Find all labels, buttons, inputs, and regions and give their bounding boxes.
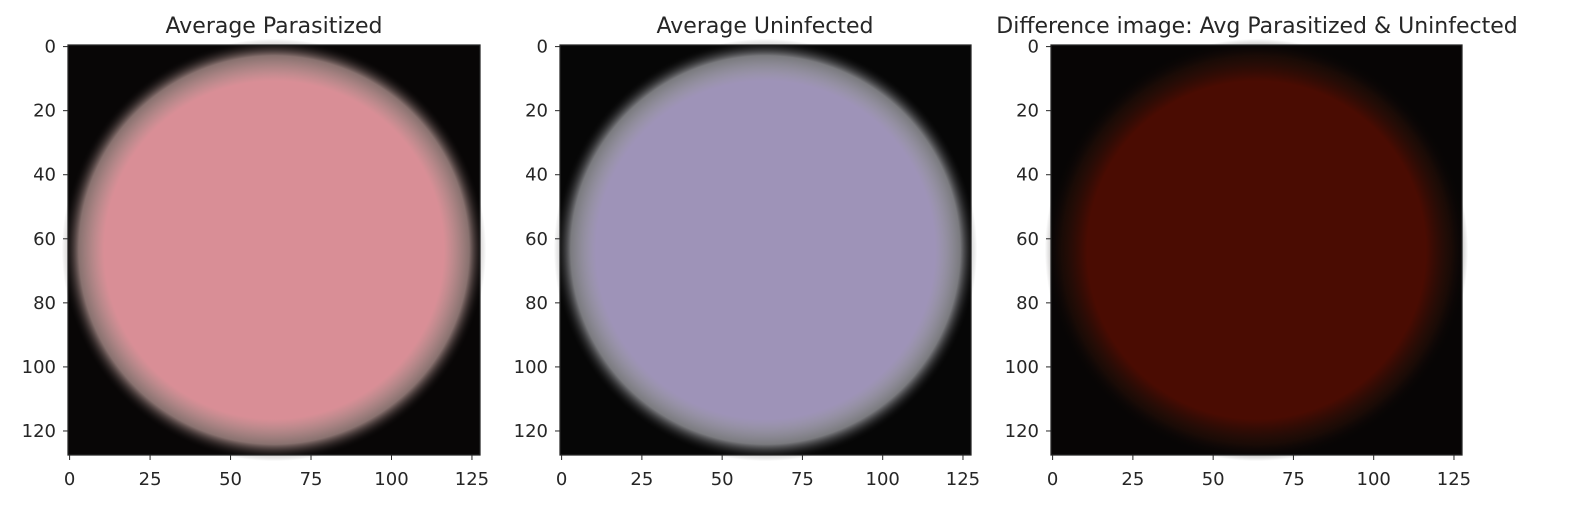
y-tick-label: 0 — [45, 37, 56, 58]
x-tick-label: 0 — [556, 469, 567, 490]
panel-average-uninfected: Average Uninfected 0 25 50 75 100 125 0 20 40 60… — [514, 14, 981, 490]
cell-blob — [553, 38, 978, 462]
x-tick-label: 25 — [630, 469, 653, 490]
axes-frame — [1050, 44, 1463, 456]
x-tick-label: 75 — [300, 469, 323, 490]
y-tick-label: 20 — [33, 101, 56, 122]
y-tick-label: 60 — [1016, 229, 1039, 250]
y-axis: 0 20 40 60 80 100 120 — [514, 37, 560, 442]
x-axis: 0 25 50 75 100 125 — [64, 455, 489, 490]
x-tick-label: 75 — [791, 469, 814, 490]
y-tick-label: 80 — [525, 293, 548, 314]
average-uninfected-image — [553, 38, 978, 462]
cell-blob — [61, 38, 487, 462]
x-tick-label: 125 — [1437, 469, 1471, 490]
axes-frame — [67, 44, 481, 456]
y-tick-label: 100 — [22, 357, 56, 378]
panel-average-parasitized: Average Parasitized 0 25 50 75 100 125 0 20 40 6… — [22, 14, 489, 490]
y-tick-label: 40 — [525, 165, 548, 186]
x-tick-label: 25 — [1121, 469, 1144, 490]
panel-difference-image: Difference image: Avg Parasitized & Unin… — [996, 14, 1517, 490]
x-tick-label: 125 — [455, 469, 489, 490]
x-tick-label: 0 — [64, 469, 75, 490]
average-parasitized-image — [61, 38, 487, 462]
x-tick-label: 50 — [219, 469, 242, 490]
y-tick-label: 100 — [514, 357, 548, 378]
y-tick-label: 40 — [1016, 165, 1039, 186]
y-tick-label: 20 — [525, 101, 548, 122]
x-tick-label: 100 — [374, 469, 408, 490]
x-tick-label: 100 — [1357, 469, 1391, 490]
y-axis: 0 20 40 60 80 100 120 — [22, 37, 68, 442]
axes-frame — [559, 44, 972, 456]
panel-title: Average Parasitized — [166, 14, 383, 39]
y-tick-label: 120 — [1005, 421, 1039, 442]
x-tick-label: 25 — [139, 469, 162, 490]
x-tick-label: 0 — [1047, 469, 1058, 490]
y-tick-label: 0 — [537, 37, 548, 58]
y-tick-label: 100 — [1005, 357, 1039, 378]
y-tick-label: 80 — [33, 293, 56, 314]
panel-title: Difference image: Avg Parasitized & Unin… — [996, 14, 1517, 39]
x-tick-label: 50 — [1202, 469, 1225, 490]
x-tick-label: 125 — [946, 469, 980, 490]
x-tick-label: 100 — [866, 469, 900, 490]
y-tick-label: 60 — [525, 229, 548, 250]
x-axis: 0 25 50 75 100 125 — [1047, 455, 1471, 490]
cell-blob — [1044, 38, 1469, 462]
y-axis: 0 20 40 60 80 100 120 — [1005, 37, 1051, 442]
x-tick-label: 75 — [1282, 469, 1305, 490]
difference-image — [1044, 38, 1469, 462]
y-tick-label: 40 — [33, 165, 56, 186]
y-tick-label: 60 — [33, 229, 56, 250]
panel-title: Average Uninfected — [657, 14, 874, 39]
y-tick-label: 0 — [1028, 37, 1039, 58]
y-tick-label: 80 — [1016, 293, 1039, 314]
y-tick-label: 20 — [1016, 101, 1039, 122]
x-tick-label: 50 — [711, 469, 734, 490]
y-tick-label: 120 — [22, 421, 56, 442]
x-axis: 0 25 50 75 100 125 — [556, 455, 980, 490]
y-tick-label: 120 — [514, 421, 548, 442]
